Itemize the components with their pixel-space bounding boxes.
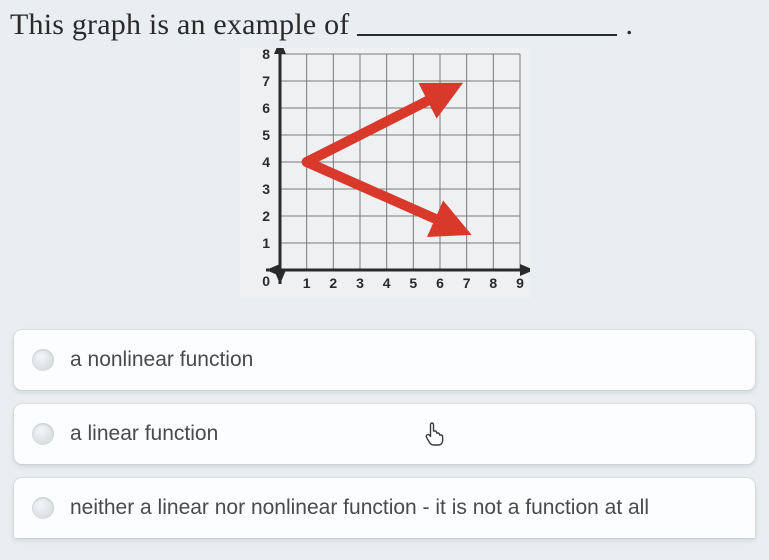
svg-text:7: 7 — [262, 73, 270, 89]
fill-in-blank — [357, 8, 617, 36]
stem-period: . — [625, 8, 633, 42]
svg-text:7: 7 — [462, 275, 470, 291]
svg-text:8: 8 — [262, 48, 270, 62]
svg-text:2: 2 — [329, 275, 337, 291]
options-list: a nonlinear function a linear function — [0, 330, 769, 464]
svg-text:1: 1 — [302, 275, 310, 291]
svg-text:1: 1 — [262, 235, 270, 251]
question-stem-row: This graph is an example of . — [0, 0, 769, 42]
svg-text:8: 8 — [489, 275, 497, 291]
svg-text:0: 0 — [262, 273, 270, 289]
chart-svg: 1 2 3 4 5 6 7 8 9 1 2 3 4 5 6 7 8 0 — [240, 48, 530, 298]
svg-text:6: 6 — [262, 100, 270, 116]
option-linear[interactable]: a linear function — [14, 404, 755, 464]
svg-text:4: 4 — [262, 154, 270, 170]
option-label: neither a linear nor nonlinear function … — [70, 496, 649, 520]
svg-text:6: 6 — [436, 275, 444, 291]
svg-text:5: 5 — [409, 275, 417, 291]
svg-text:4: 4 — [382, 275, 390, 291]
option-label: a linear function — [70, 422, 218, 446]
graph: 1 2 3 4 5 6 7 8 9 1 2 3 4 5 6 7 8 0 — [240, 48, 530, 298]
radio-icon — [32, 497, 54, 519]
radio-icon — [32, 423, 54, 445]
svg-text:2: 2 — [262, 208, 270, 224]
option-nonlinear[interactable]: a nonlinear function — [14, 330, 755, 390]
svg-text:3: 3 — [356, 275, 364, 291]
radio-icon — [32, 349, 54, 371]
option-wrap-last: neither a linear nor nonlinear function … — [0, 478, 769, 538]
graph-container: 1 2 3 4 5 6 7 8 9 1 2 3 4 5 6 7 8 0 — [0, 42, 769, 316]
question-stem: This graph is an example of — [10, 8, 349, 42]
option-label: a nonlinear function — [70, 348, 253, 372]
option-not-a-function[interactable]: neither a linear nor nonlinear function … — [14, 478, 755, 538]
svg-text:3: 3 — [262, 181, 270, 197]
svg-text:5: 5 — [262, 127, 270, 143]
hand-pointer-icon — [424, 421, 446, 447]
svg-text:9: 9 — [516, 275, 524, 291]
